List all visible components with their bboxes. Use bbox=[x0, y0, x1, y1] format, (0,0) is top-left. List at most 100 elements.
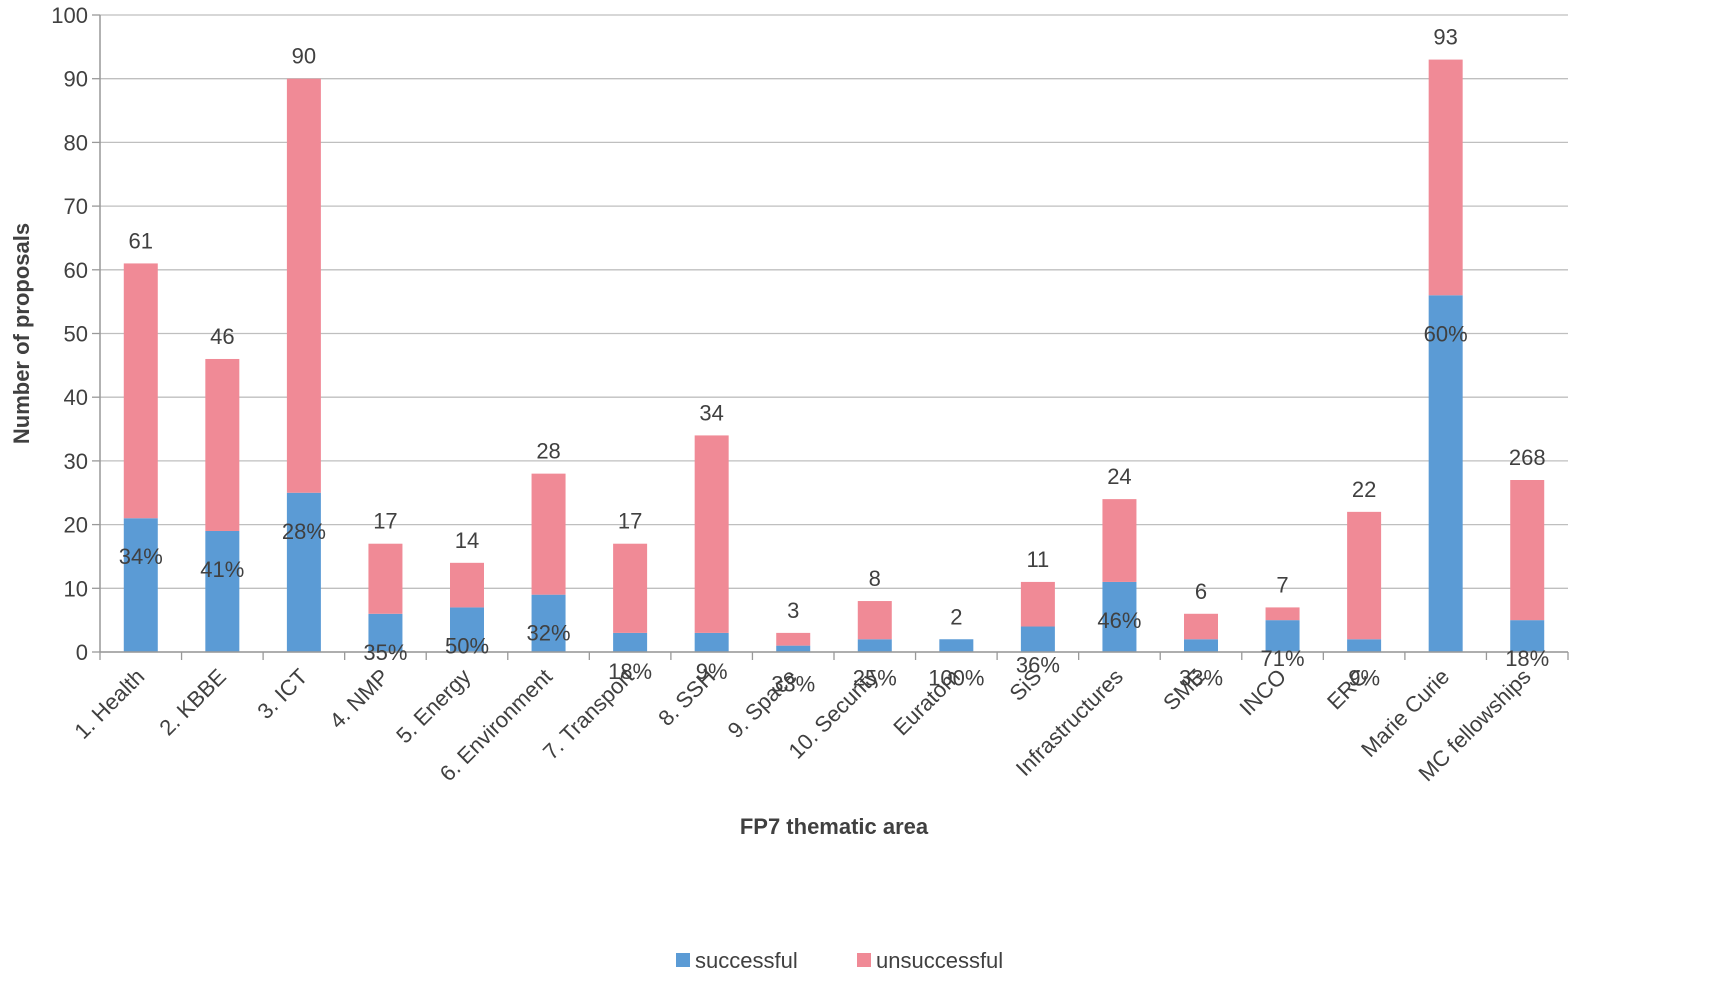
bar-successful bbox=[857, 639, 892, 652]
total-label: 17 bbox=[618, 509, 642, 534]
y-tick-label: 10 bbox=[64, 576, 88, 601]
y-tick-label: 90 bbox=[64, 67, 88, 92]
x-category-label: 1. Health bbox=[69, 664, 149, 744]
total-label: 6 bbox=[1195, 579, 1207, 604]
total-label: 24 bbox=[1107, 464, 1131, 489]
percent-label: 71% bbox=[1261, 646, 1305, 671]
total-label: 22 bbox=[1352, 477, 1376, 502]
y-tick-label: 40 bbox=[64, 385, 88, 410]
x-category-label: 5. Energy bbox=[391, 664, 475, 748]
total-label: 14 bbox=[455, 528, 479, 553]
x-category-label: 2. KBBE bbox=[154, 664, 230, 740]
bar-unsuccessful bbox=[1510, 480, 1545, 621]
bar-unsuccessful bbox=[1102, 499, 1137, 582]
total-label: 17 bbox=[373, 509, 397, 534]
y-tick-label: 0 bbox=[76, 640, 88, 665]
bar-unsuccessful bbox=[1428, 59, 1463, 296]
percent-label: 41% bbox=[200, 557, 244, 582]
legend: successful unsuccessful bbox=[676, 948, 1003, 973]
bar-unsuccessful bbox=[1184, 613, 1218, 640]
bar-successful bbox=[1347, 639, 1382, 652]
bar-successful bbox=[694, 632, 729, 652]
percent-label: 46% bbox=[1097, 608, 1141, 633]
percent-label: 33% bbox=[1179, 665, 1223, 690]
x-category-label: 3. ICT bbox=[252, 664, 312, 724]
total-label: 2 bbox=[950, 604, 962, 629]
legend-swatch-unsuccessful bbox=[857, 953, 871, 967]
bar-successful bbox=[939, 639, 974, 652]
total-label: 11 bbox=[1026, 547, 1049, 572]
legend-label-unsuccessful: unsuccessful bbox=[876, 948, 1003, 973]
percent-labels: 34% 41% 28% 35% 50% 32% 18% 9% 33% 25% 100% 36% 46% 3… bbox=[119, 321, 1549, 696]
bar-successful bbox=[1020, 626, 1055, 652]
percent-label: 34% bbox=[119, 544, 163, 569]
total-label: 61 bbox=[129, 228, 153, 253]
x-category-label: 4. NMP bbox=[324, 664, 394, 734]
bar-successful bbox=[368, 613, 403, 652]
percent-label: 35% bbox=[363, 640, 407, 665]
total-labels: 61 46 90 17 14 28 17 34 3 8 2 11 24 6 7 22 93 268 bbox=[129, 25, 1546, 630]
percent-label: 36% bbox=[1016, 653, 1060, 678]
percent-label: 60% bbox=[1424, 321, 1468, 346]
y-tick-label: 30 bbox=[64, 449, 88, 474]
total-label: 93 bbox=[1433, 25, 1457, 50]
percent-label: 100% bbox=[928, 665, 984, 690]
percent-label: 32% bbox=[527, 621, 571, 646]
bar-unsuccessful bbox=[1020, 581, 1055, 627]
y-tick-label: 50 bbox=[64, 322, 88, 347]
percent-label: 50% bbox=[445, 633, 489, 658]
total-label: 8 bbox=[869, 566, 881, 591]
bar-successful bbox=[123, 518, 158, 652]
total-label: 90 bbox=[292, 44, 316, 69]
gridlines bbox=[100, 14, 1568, 653]
percent-label: 18% bbox=[1505, 646, 1549, 671]
bar-unsuccessful bbox=[450, 562, 484, 608]
bar-unsuccessful bbox=[776, 632, 811, 646]
bar-unsuccessful bbox=[531, 473, 566, 595]
bar-unsuccessful bbox=[123, 263, 158, 519]
percent-label: 9% bbox=[696, 659, 728, 684]
bar-successful bbox=[286, 492, 321, 652]
total-label: 46 bbox=[210, 324, 234, 349]
legend-label-successful: successful bbox=[695, 948, 798, 973]
bar-unsuccessful bbox=[694, 435, 729, 633]
y-tick-label: 100 bbox=[51, 3, 88, 28]
bar-successful bbox=[205, 530, 240, 652]
total-label: 3 bbox=[787, 598, 799, 623]
y-axis-title: Number of proposals bbox=[9, 223, 34, 444]
percent-label: 25% bbox=[853, 665, 897, 690]
total-label: 268 bbox=[1509, 445, 1546, 470]
bar-unsuccessful bbox=[613, 543, 648, 633]
bar-unsuccessful bbox=[368, 543, 403, 614]
percent-label: 9% bbox=[1348, 665, 1380, 690]
y-tick-label: 80 bbox=[64, 130, 88, 155]
y-axis-ticks: 0 10 20 30 40 50 60 70 80 90 100 bbox=[51, 3, 1569, 665]
bar-successful bbox=[1265, 620, 1300, 652]
bar-successful bbox=[776, 645, 811, 652]
bar-unsuccessful bbox=[857, 601, 892, 640]
percent-label: 33% bbox=[771, 672, 815, 697]
bar-successful bbox=[613, 632, 648, 652]
x-axis-title: FP7 thematic area bbox=[740, 814, 929, 839]
x-category-label: INCO bbox=[1235, 664, 1292, 721]
percent-label: 18% bbox=[608, 659, 652, 684]
total-label: 28 bbox=[536, 439, 560, 464]
bar-successful bbox=[1102, 581, 1137, 652]
bar-successful bbox=[450, 607, 484, 652]
bars bbox=[123, 59, 1545, 652]
bar-successful bbox=[1428, 295, 1463, 652]
total-label: 34 bbox=[699, 400, 723, 425]
bar-unsuccessful bbox=[1265, 607, 1300, 621]
bar-successful bbox=[1510, 620, 1545, 652]
y-tick-label: 60 bbox=[64, 258, 88, 283]
percent-label: 28% bbox=[282, 519, 326, 544]
total-label: 7 bbox=[1276, 572, 1288, 597]
bar-unsuccessful bbox=[286, 78, 321, 493]
bar-unsuccessful bbox=[1347, 511, 1382, 640]
bar-successful bbox=[1184, 639, 1218, 652]
bar-successful bbox=[531, 594, 566, 652]
bar-unsuccessful bbox=[205, 358, 240, 531]
y-tick-label: 20 bbox=[64, 513, 88, 538]
legend-swatch-successful bbox=[676, 953, 690, 967]
